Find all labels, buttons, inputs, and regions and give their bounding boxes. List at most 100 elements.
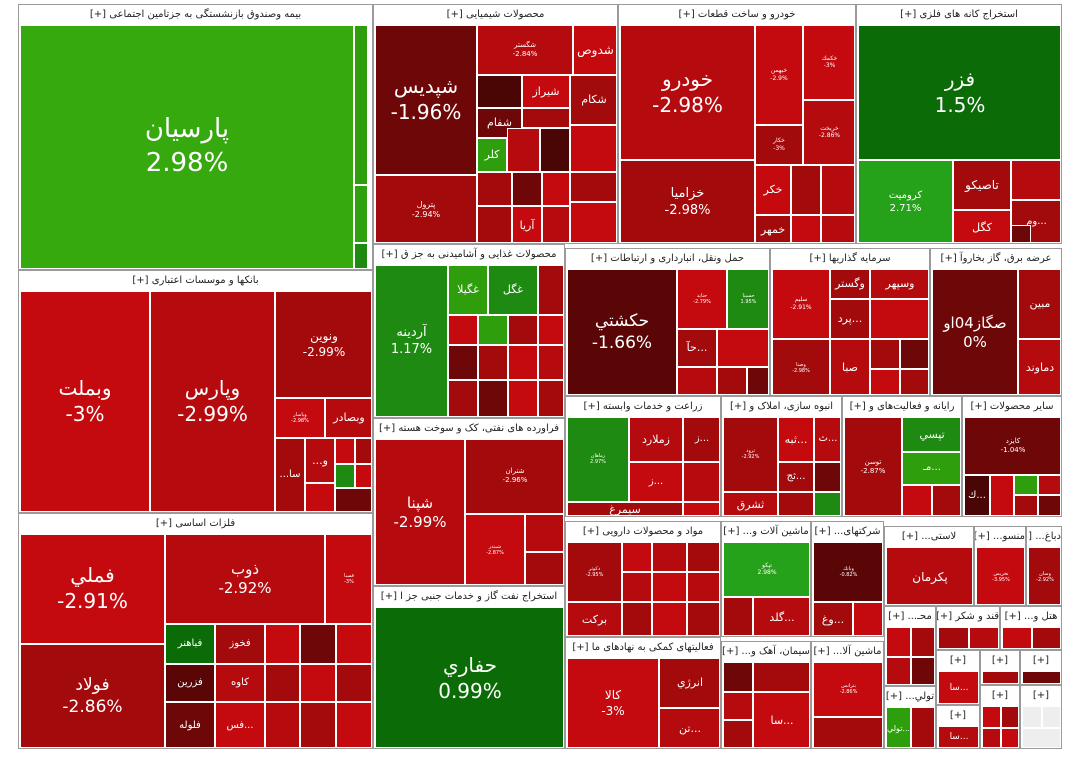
sector-title[interactable]: سایر محصولات [+] <box>963 397 1061 416</box>
symbol-cell[interactable] <box>932 485 960 515</box>
symbol-cell[interactable] <box>265 702 300 747</box>
sector-title[interactable]: [+] <box>1021 686 1061 705</box>
symbol-cell[interactable] <box>1011 160 1060 200</box>
symbol-cell[interactable]: وبملت -3% <box>20 291 150 511</box>
symbol-cell[interactable] <box>265 624 300 664</box>
symbol-cell[interactable] <box>778 492 814 515</box>
symbol-cell[interactable]: پارسيان 2.98% <box>20 25 354 268</box>
symbol-cell[interactable]: كگل <box>953 210 1011 242</box>
symbol-cell[interactable] <box>622 542 652 572</box>
symbol-cell[interactable]: وپارس -2.99% <box>150 291 275 511</box>
symbol-cell[interactable]: ...ز <box>629 462 683 502</box>
symbol-cell[interactable] <box>652 572 687 602</box>
sector-title[interactable]: استخراج نفت گاز و خدمات جنبی جز ا [+] <box>374 587 564 606</box>
symbol-cell[interactable]: ...مـ <box>902 452 960 485</box>
symbol-cell[interactable] <box>853 602 882 635</box>
symbol-cell[interactable] <box>335 438 355 464</box>
symbol-cell[interactable]: وسان -2.92% <box>1028 547 1060 604</box>
symbol-cell[interactable]: پكرمان <box>886 547 972 604</box>
symbol-cell[interactable]: شپنا -2.99% <box>375 439 465 584</box>
sector-title[interactable]: سیمان، آهک و... [+] <box>722 642 810 661</box>
symbol-cell[interactable] <box>900 339 928 369</box>
symbol-cell[interactable] <box>747 367 768 394</box>
symbol-cell[interactable]: خكر <box>755 165 791 215</box>
symbol-cell[interactable]: خمهر <box>755 215 791 242</box>
symbol-cell[interactable]: فولاد -2.86% <box>20 644 165 747</box>
symbol-cell[interactable] <box>540 128 570 172</box>
sector-title[interactable]: قند و شکر [+] <box>937 607 999 626</box>
sector-title[interactable]: لاستی... [+] <box>885 527 973 546</box>
symbol-cell[interactable] <box>336 702 371 747</box>
symbol-cell[interactable] <box>969 627 998 648</box>
symbol-cell[interactable] <box>683 502 719 515</box>
sector-title[interactable]: [+] <box>1021 651 1061 670</box>
symbol-cell[interactable]: خكار -3% <box>755 125 803 165</box>
sector-title[interactable]: فعالیتهای کمکی به نهادهای ما [+] <box>566 638 720 657</box>
symbol-cell[interactable] <box>717 367 747 394</box>
symbol-cell[interactable]: كاوه <box>215 664 265 702</box>
sector-title[interactable]: مواد و محصولات دارویی [+] <box>566 522 720 541</box>
symbol-cell[interactable] <box>355 464 371 488</box>
symbol-cell[interactable]: فخوز <box>215 624 265 664</box>
sector-title[interactable]: سرمایه گذاریها [+] <box>771 249 929 268</box>
symbol-cell[interactable]: خريخت -2.86% <box>803 100 854 165</box>
sector-title[interactable]: رایانه و فعالیت‌های و [+] <box>843 397 961 416</box>
symbol-cell[interactable] <box>570 172 616 202</box>
symbol-cell[interactable] <box>1014 495 1038 515</box>
symbol-cell[interactable] <box>1022 671 1060 683</box>
symbol-cell[interactable]: حتايد -2.79% <box>677 269 727 329</box>
symbol-cell[interactable]: ...تولي <box>886 707 911 747</box>
symbol-cell[interactable] <box>1001 728 1018 747</box>
symbol-cell[interactable]: بركت <box>567 602 622 635</box>
symbol-cell[interactable] <box>982 706 1001 728</box>
symbol-cell[interactable] <box>508 345 538 380</box>
sector-title[interactable]: [+] <box>981 686 1019 705</box>
symbol-cell[interactable] <box>886 657 911 684</box>
symbol-cell[interactable] <box>911 657 934 684</box>
symbol-cell[interactable] <box>477 206 512 242</box>
sector-title[interactable]: منسو... [+] <box>975 527 1025 546</box>
symbol-cell[interactable]: و... <box>305 438 335 483</box>
symbol-cell[interactable] <box>652 542 687 572</box>
symbol-cell[interactable] <box>507 128 540 172</box>
symbol-cell[interactable] <box>538 315 563 345</box>
symbol-cell[interactable]: غگيلا <box>448 265 488 315</box>
symbol-cell[interactable] <box>354 243 368 268</box>
symbol-cell[interactable]: ...فس <box>215 702 265 747</box>
symbol-cell[interactable] <box>938 627 969 648</box>
sector-title[interactable]: تولي... [+] <box>885 687 935 706</box>
symbol-cell[interactable]: صبا <box>830 339 870 394</box>
sector-title[interactable]: حمل ونقل، انبارداری و ارتباطات [+] <box>566 249 769 268</box>
symbol-cell[interactable]: ...حآ <box>677 329 717 367</box>
symbol-cell[interactable] <box>717 329 768 367</box>
symbol-cell[interactable] <box>870 299 928 339</box>
symbol-cell[interactable]: فباهنر <box>165 624 215 664</box>
symbol-cell[interactable]: شيراز <box>522 75 570 108</box>
symbol-cell[interactable]: توسن -2.87% <box>844 417 902 515</box>
symbol-cell[interactable] <box>911 627 934 657</box>
symbol-cell[interactable]: وگستر <box>830 269 870 299</box>
symbol-cell[interactable]: ونوين -2.99% <box>275 291 371 398</box>
symbol-cell[interactable] <box>821 165 854 215</box>
symbol-cell[interactable]: مبين <box>1018 269 1060 339</box>
symbol-cell[interactable]: زماهان 2.97% <box>567 417 629 502</box>
symbol-cell[interactable]: ...ث <box>814 417 840 462</box>
symbol-cell[interactable]: شگستر -2.84% <box>477 25 573 75</box>
symbol-cell[interactable] <box>982 671 1018 683</box>
symbol-cell[interactable] <box>300 702 336 747</box>
symbol-cell[interactable]: آريا <box>512 206 542 242</box>
symbol-cell[interactable]: وبانك -0.82% <box>813 542 882 602</box>
symbol-cell[interactable] <box>354 185 368 243</box>
symbol-cell[interactable] <box>677 367 717 394</box>
symbol-cell[interactable] <box>622 602 652 635</box>
symbol-cell[interactable] <box>570 125 616 172</box>
symbol-cell[interactable] <box>1038 475 1060 495</box>
symbol-cell[interactable] <box>354 25 368 185</box>
symbol-cell[interactable]: ...ك <box>964 475 990 515</box>
sector-title[interactable]: محصولات غذایی و آشامیدنی به جز ق [+] <box>374 245 564 264</box>
symbol-cell[interactable] <box>300 624 336 664</box>
symbol-cell[interactable] <box>335 464 355 488</box>
symbol-cell[interactable] <box>448 380 478 416</box>
symbol-cell[interactable] <box>478 315 508 345</box>
symbol-cell[interactable]: دكوثر -2.95% <box>567 542 622 602</box>
